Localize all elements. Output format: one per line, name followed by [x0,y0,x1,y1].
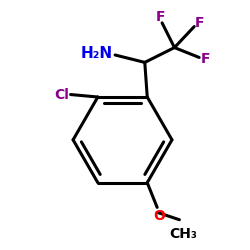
Text: CH₃: CH₃ [169,227,197,241]
Text: O: O [154,208,166,222]
Text: F: F [195,16,204,30]
Text: F: F [200,52,210,66]
Text: H₂N: H₂N [80,46,113,61]
Text: F: F [156,10,166,24]
Text: Cl: Cl [54,88,70,102]
